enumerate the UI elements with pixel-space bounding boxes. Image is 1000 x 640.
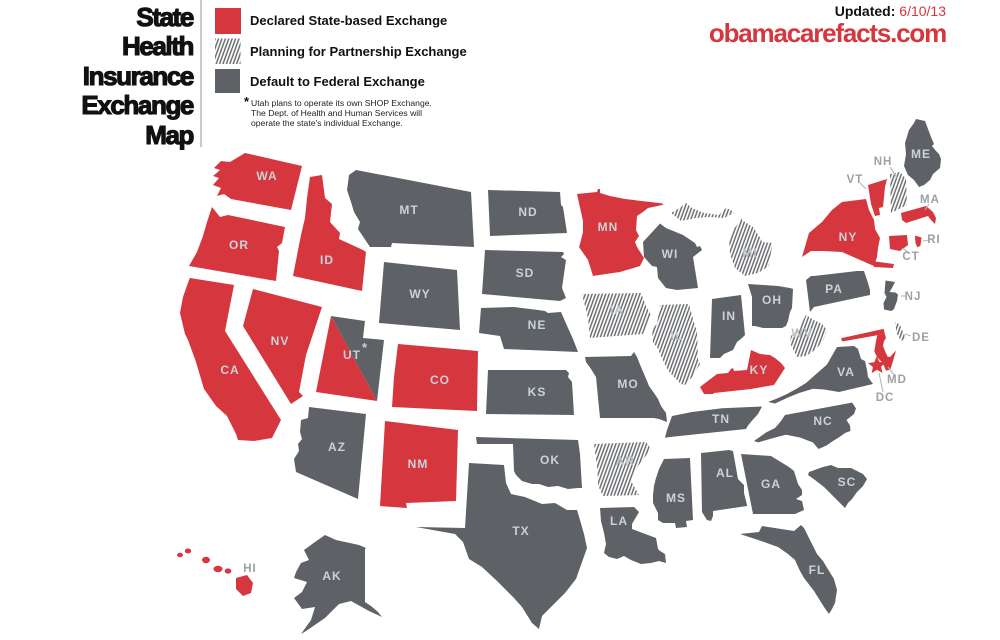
svg-text:OK: OK — [540, 453, 560, 467]
svg-text:MS: MS — [666, 491, 686, 505]
svg-text:MI: MI — [742, 246, 757, 260]
svg-text:AZ: AZ — [328, 440, 346, 454]
svg-text:NE: NE — [528, 318, 547, 332]
svg-text:CO: CO — [430, 373, 450, 387]
svg-text:UT: UT — [343, 348, 361, 362]
svg-text:PA: PA — [825, 282, 843, 296]
svg-text:WY: WY — [409, 287, 430, 301]
svg-text:IL: IL — [671, 329, 684, 343]
svg-text:NV: NV — [271, 334, 290, 348]
svg-text:OH: OH — [762, 293, 782, 307]
svg-text:HI: HI — [243, 563, 257, 575]
svg-text:GA: GA — [761, 477, 781, 491]
svg-text:NC: NC — [813, 414, 832, 428]
svg-text:MO: MO — [617, 377, 638, 391]
svg-text:VT: VT — [847, 174, 864, 186]
svg-text:VA: VA — [837, 365, 855, 379]
svg-text:DC: DC — [876, 392, 895, 404]
svg-text:KY: KY — [750, 363, 769, 377]
svg-text:WA: WA — [256, 169, 277, 183]
svg-text:AR: AR — [615, 454, 634, 468]
svg-text:ID: ID — [320, 253, 334, 267]
svg-text:AK: AK — [322, 569, 341, 583]
svg-text:MT: MT — [399, 203, 418, 217]
svg-text:MD: MD — [887, 374, 907, 386]
svg-text:*: * — [362, 340, 368, 355]
svg-text:NH: NH — [874, 156, 893, 168]
svg-text:DE: DE — [912, 332, 930, 344]
svg-text:AL: AL — [716, 466, 734, 480]
svg-text:SC: SC — [838, 475, 857, 489]
svg-text:SD: SD — [516, 266, 535, 280]
svg-text:CT: CT — [902, 251, 919, 263]
svg-text:MN: MN — [598, 220, 619, 234]
svg-text:KS: KS — [528, 385, 547, 399]
svg-text:RI: RI — [927, 234, 941, 246]
svg-text:NJ: NJ — [905, 291, 922, 303]
svg-text:OR: OR — [229, 238, 249, 252]
svg-text:ND: ND — [518, 205, 537, 219]
svg-text:TN: TN — [712, 412, 730, 426]
svg-text:WV: WV — [791, 326, 812, 340]
svg-text:NM: NM — [408, 457, 429, 471]
svg-text:IN: IN — [722, 309, 736, 323]
svg-text:ME: ME — [911, 147, 931, 161]
svg-text:NY: NY — [839, 230, 858, 244]
svg-text:LA: LA — [610, 514, 628, 528]
svg-text:MA: MA — [920, 194, 940, 206]
svg-text:CA: CA — [220, 363, 239, 377]
svg-text:WI: WI — [662, 247, 679, 261]
svg-text:TX: TX — [512, 524, 529, 538]
svg-text:IA: IA — [610, 303, 624, 317]
svg-text:FL: FL — [809, 563, 826, 577]
